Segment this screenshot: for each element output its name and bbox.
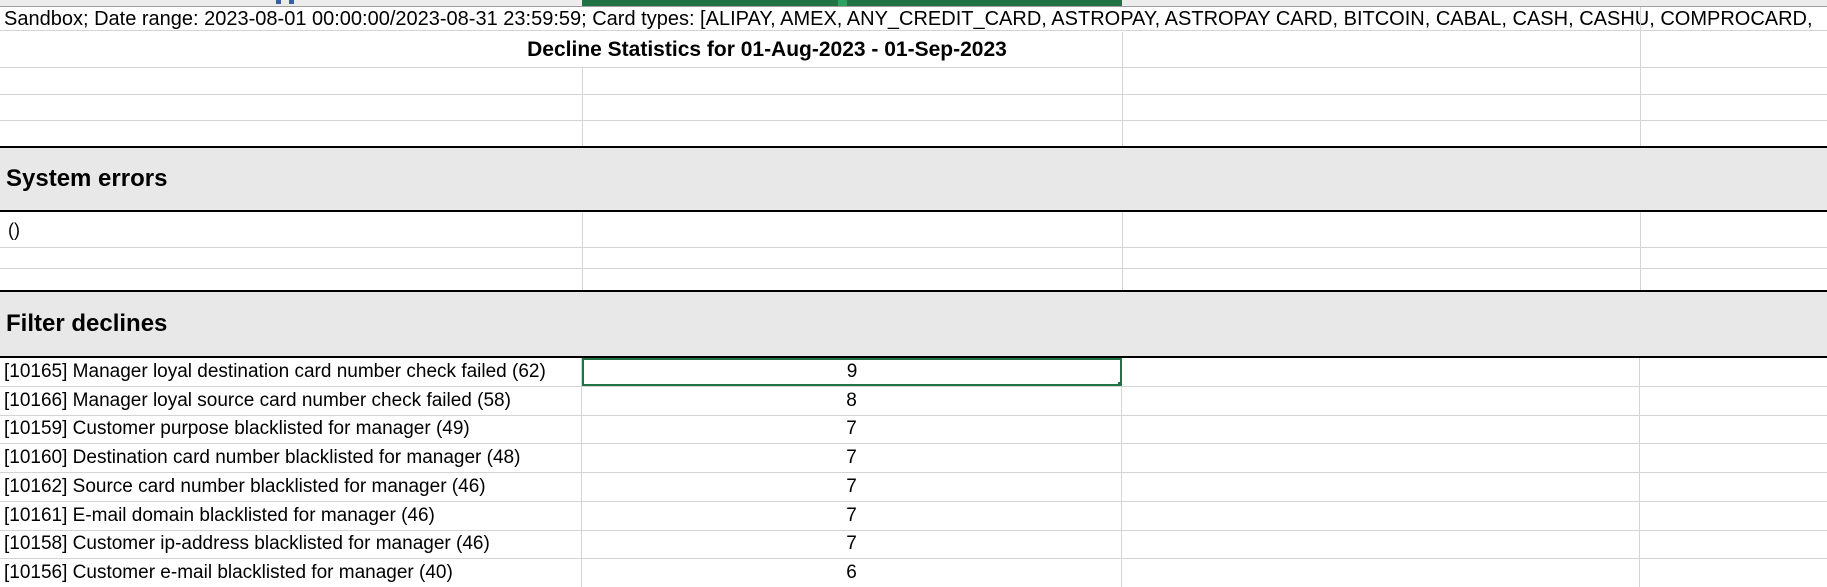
fill-handle[interactable]: [1117, 380, 1120, 384]
table-row: [10165] Manager loyal destination card n…: [0, 358, 1827, 387]
empty-cell[interactable]: [1640, 559, 1827, 587]
selected-cell[interactable]: 9: [582, 358, 1122, 386]
decline-value-cell[interactable]: 7: [582, 444, 1122, 472]
page-title[interactable]: Decline Statistics for 01-Aug-2023 - 01-…: [527, 38, 1007, 61]
decline-table: [10165] Manager loyal destination card n…: [0, 358, 1827, 587]
decline-label-cell[interactable]: [10156] Customer e-mail blacklisted for …: [0, 559, 582, 587]
empty-cell[interactable]: [1122, 473, 1640, 501]
section-label: Filter declines: [6, 310, 168, 337]
empty-cell[interactable]: [1122, 559, 1640, 587]
decline-label-cell[interactable]: [10166] Manager loyal source card number…: [0, 386, 582, 415]
decline-value-cell[interactable]: 7: [582, 530, 1122, 559]
report-meta-cell[interactable]: Sandbox; Date range: 2023-08-01 00:00:00…: [0, 7, 1827, 31]
section-header-filter-declines[interactable]: Filter declines: [0, 290, 1827, 358]
table-row: [10158] Customer ip-address blacklisted …: [0, 530, 1827, 560]
decline-label-cell[interactable]: [10159] Customer purpose blacklisted for…: [0, 415, 582, 444]
gridline: [0, 268, 1827, 269]
empty-cell[interactable]: [1640, 531, 1827, 559]
empty-cell[interactable]: [1640, 387, 1827, 415]
decline-label-cell[interactable]: [10160] Destination card number blacklis…: [0, 444, 582, 472]
section-header-system-errors[interactable]: System errors: [0, 146, 1827, 212]
empty-cell[interactable]: [1122, 415, 1640, 444]
decline-label-cell[interactable]: [10165] Manager loyal destination card n…: [0, 358, 582, 386]
empty-cell[interactable]: [1122, 530, 1640, 559]
selection-bottom-border: [582, 0, 1122, 6]
text-remnant-mark: [276, 0, 281, 4]
table-row: [10156] Customer e-mail blacklisted for …: [0, 559, 1827, 587]
decline-label-cell[interactable]: [10161] E-mail domain blacklisted for ma…: [0, 501, 582, 530]
gridline: [1122, 32, 1123, 68]
table-row: [10161] E-mail domain blacklisted for ma…: [0, 501, 1827, 531]
gridline: [0, 120, 1827, 121]
row-divider: [0, 6, 1827, 7]
decline-label-cell[interactable]: [10158] Customer ip-address blacklisted …: [0, 530, 582, 559]
decline-value-cell[interactable]: 6: [582, 559, 1122, 587]
title-row: Decline Statistics for 01-Aug-2023 - 01-…: [0, 32, 1827, 68]
table-row: [10159] Customer purpose blacklisted for…: [0, 415, 1827, 445]
decline-label-cell[interactable]: [10162] Source card number blacklisted f…: [0, 473, 582, 501]
table-row: [10162] Source card number blacklisted f…: [0, 473, 1827, 502]
empty-cell[interactable]: [1122, 386, 1640, 415]
gridline: [1122, 212, 1123, 290]
gridline: [1122, 68, 1123, 146]
empty-cell[interactable]: [1122, 358, 1640, 386]
text-remnant-mark: [289, 0, 294, 4]
gridline: [0, 94, 1827, 95]
empty-cell[interactable]: [1640, 358, 1827, 386]
empty-cell[interactable]: [1122, 501, 1640, 530]
decline-value-cell[interactable]: 7: [582, 415, 1122, 444]
empty-cell[interactable]: [1640, 444, 1827, 472]
empty-cell[interactable]: [1122, 444, 1640, 472]
gridline: [1640, 7, 1641, 146]
decline-value-cell[interactable]: 8: [582, 386, 1122, 415]
empty-cell[interactable]: [1640, 473, 1827, 501]
table-row: [10166] Manager loyal source card number…: [0, 386, 1827, 416]
decline-value-cell[interactable]: 7: [582, 501, 1122, 530]
table-row: [10160] Destination card number blacklis…: [0, 444, 1827, 473]
gridline: [1640, 212, 1641, 290]
system-error-cell[interactable]: (): [0, 212, 1827, 248]
empty-cell[interactable]: [1640, 416, 1827, 444]
section-label: System errors: [6, 165, 168, 192]
decline-value-cell[interactable]: 7: [582, 473, 1122, 501]
empty-cell[interactable]: [1640, 502, 1827, 530]
top-green-marker: [838, 0, 847, 7]
gridline: [582, 68, 583, 146]
gridline: [582, 212, 583, 290]
